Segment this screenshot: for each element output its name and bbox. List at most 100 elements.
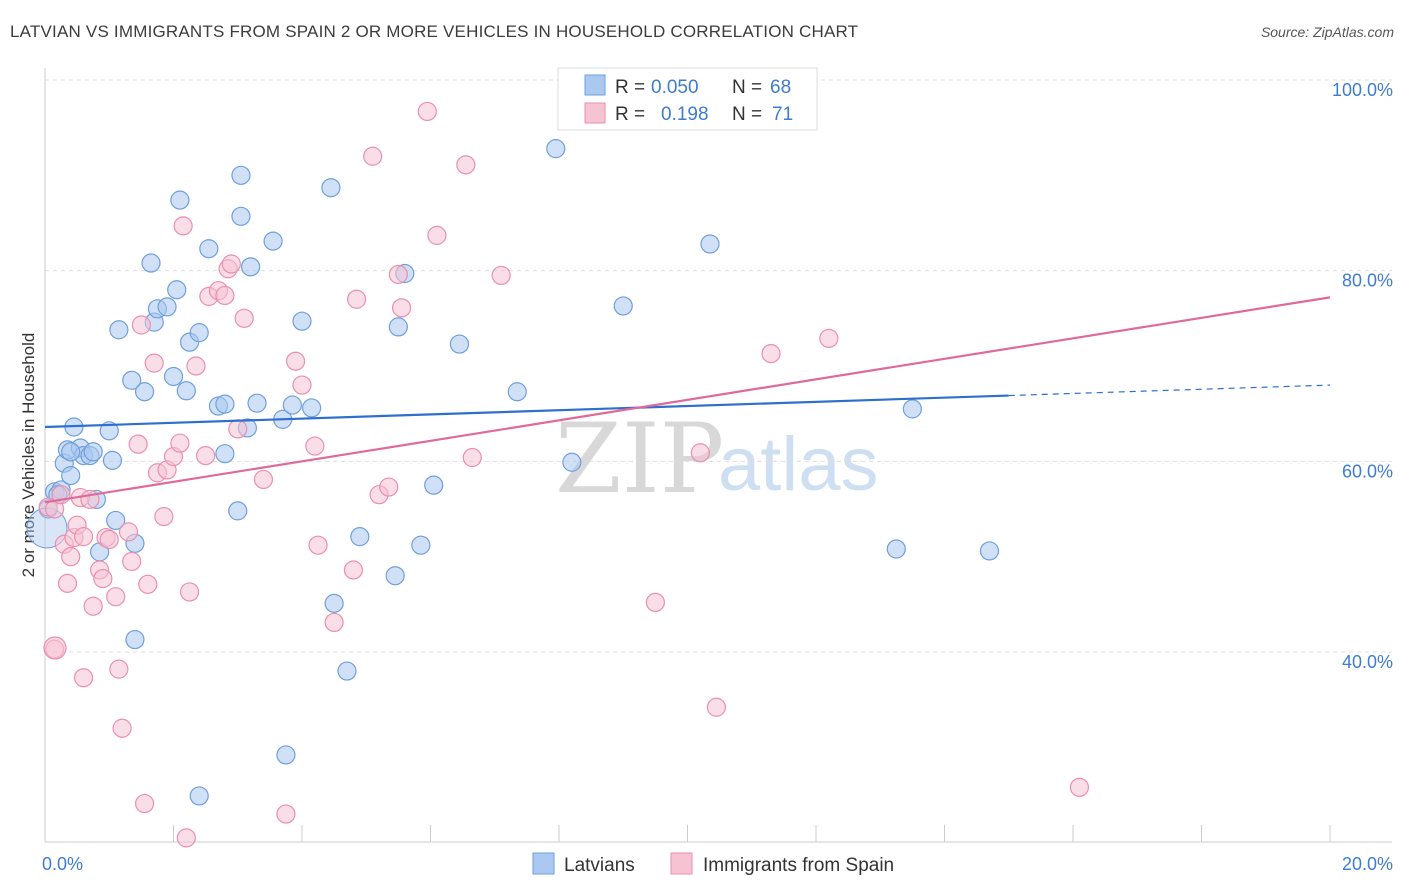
bottom-legend-spain: Immigrants from Spain bbox=[703, 855, 894, 876]
trend-lines bbox=[44, 296, 1331, 504]
latvians-point bbox=[507, 382, 527, 402]
spain-point bbox=[109, 659, 129, 679]
latvians-point bbox=[170, 190, 190, 210]
spain-point bbox=[462, 447, 482, 468]
latvians-point bbox=[321, 178, 341, 198]
latvians-point bbox=[215, 444, 235, 464]
latvians-point bbox=[424, 475, 444, 495]
spain-point bbox=[276, 804, 296, 824]
bottom-legend-swatch-spain bbox=[670, 852, 693, 875]
spain-point bbox=[57, 573, 78, 593]
spain-point bbox=[228, 419, 248, 439]
latvians-point bbox=[302, 398, 322, 418]
spain-point bbox=[427, 225, 447, 245]
spain-point bbox=[388, 264, 408, 285]
latvians-point bbox=[134, 382, 155, 402]
latvians-point bbox=[199, 239, 219, 259]
latvians-point bbox=[122, 370, 142, 390]
y-tick-labels: 40.0% 60.0% 80.0% 100.0% bbox=[1332, 80, 1393, 672]
spain-point bbox=[308, 535, 328, 555]
spain-point bbox=[343, 560, 363, 580]
spain-point bbox=[819, 328, 839, 348]
spain-trend-line bbox=[44, 296, 1331, 504]
spain-point bbox=[73, 668, 94, 688]
spain-point bbox=[173, 216, 193, 236]
latvians-point bbox=[241, 257, 261, 277]
latvians-point bbox=[163, 366, 184, 387]
axes bbox=[44, 68, 1392, 843]
latvians-point bbox=[83, 442, 103, 462]
latvians-point bbox=[350, 527, 370, 547]
legend-n-label-1: N = bbox=[732, 77, 762, 98]
legend-n-label-2: N = bbox=[732, 104, 762, 125]
spain-point bbox=[144, 353, 164, 373]
spain-point bbox=[706, 697, 727, 717]
bottom-legend-swatch-latvians bbox=[532, 852, 555, 875]
spain-point bbox=[215, 285, 235, 306]
latvians-point bbox=[613, 296, 633, 316]
spain-point bbox=[417, 101, 437, 122]
latvians-point bbox=[157, 297, 177, 317]
latvians-point bbox=[902, 399, 922, 419]
latvians-point bbox=[106, 510, 126, 531]
spain-point bbox=[131, 315, 151, 335]
spain-point bbox=[491, 265, 511, 286]
chart-title: LATVIAN VS IMMIGRANTS FROM SPAIN 2 OR MO… bbox=[10, 22, 859, 41]
legend-n-value-1: 68 bbox=[770, 77, 791, 98]
legend: R = 0.050 N = 68 R = 0.198 N = 71 bbox=[557, 67, 818, 131]
latvians-point bbox=[449, 334, 470, 354]
bottom-legend-latvians: Latvians bbox=[564, 855, 635, 876]
latvians-point bbox=[189, 786, 209, 806]
y-tick-label: 100.0% bbox=[1332, 80, 1393, 100]
spain-point bbox=[305, 436, 325, 456]
spain-point bbox=[456, 155, 476, 175]
spain-point bbox=[234, 308, 254, 328]
legend-r-label-2: R = bbox=[615, 104, 645, 125]
latvians-point bbox=[167, 280, 187, 300]
legend-n-value-2: 71 bbox=[772, 104, 793, 125]
spain-point bbox=[186, 356, 206, 376]
latvians-point bbox=[979, 541, 1000, 561]
spain-point bbox=[391, 298, 412, 318]
latvians-point bbox=[263, 231, 283, 251]
spain-point bbox=[176, 828, 196, 848]
latvians-point bbox=[276, 745, 296, 765]
spain-point bbox=[118, 522, 139, 542]
spain-point bbox=[43, 636, 67, 660]
spain-point bbox=[690, 443, 710, 463]
x-tick-label: 0.0% bbox=[42, 854, 83, 874]
spain-point bbox=[324, 612, 344, 633]
spain-point bbox=[106, 587, 126, 607]
spain-point bbox=[93, 568, 113, 589]
latvians-point bbox=[189, 323, 209, 343]
spain-point bbox=[134, 793, 155, 814]
spain-point bbox=[292, 375, 312, 395]
spain-point bbox=[1069, 777, 1090, 797]
x-tick-label: 20.0% bbox=[1342, 854, 1393, 874]
spain-point bbox=[73, 527, 94, 547]
gridlines bbox=[45, 79, 1392, 653]
y-tick-label: 60.0% bbox=[1342, 461, 1393, 481]
latvians-point bbox=[102, 450, 123, 470]
latvians-point bbox=[228, 501, 248, 521]
spain-point bbox=[99, 529, 119, 550]
x-tick-labels: 0.0% 20.0% bbox=[42, 854, 1393, 874]
y-tick-label: 40.0% bbox=[1342, 652, 1393, 672]
bottom-legend: Latvians Immigrants from Spain bbox=[532, 852, 894, 876]
latvians-point bbox=[61, 442, 81, 462]
latvians-point bbox=[215, 394, 235, 414]
spain-point bbox=[347, 289, 367, 309]
latvians-point bbox=[385, 566, 405, 586]
latvians-trend-line bbox=[44, 394, 1009, 429]
legend-swatch-latvians bbox=[584, 74, 606, 96]
source-label: Source: ZipAtlas.com bbox=[1260, 24, 1394, 40]
spain-point bbox=[112, 718, 132, 738]
spain-point bbox=[61, 547, 81, 567]
latvians-point bbox=[700, 234, 720, 254]
spain-point bbox=[122, 551, 142, 572]
latvians-point bbox=[109, 320, 129, 340]
spain-point bbox=[285, 351, 306, 371]
spain-point bbox=[154, 507, 174, 527]
latvians-point bbox=[292, 311, 312, 331]
spain-point bbox=[128, 434, 148, 454]
